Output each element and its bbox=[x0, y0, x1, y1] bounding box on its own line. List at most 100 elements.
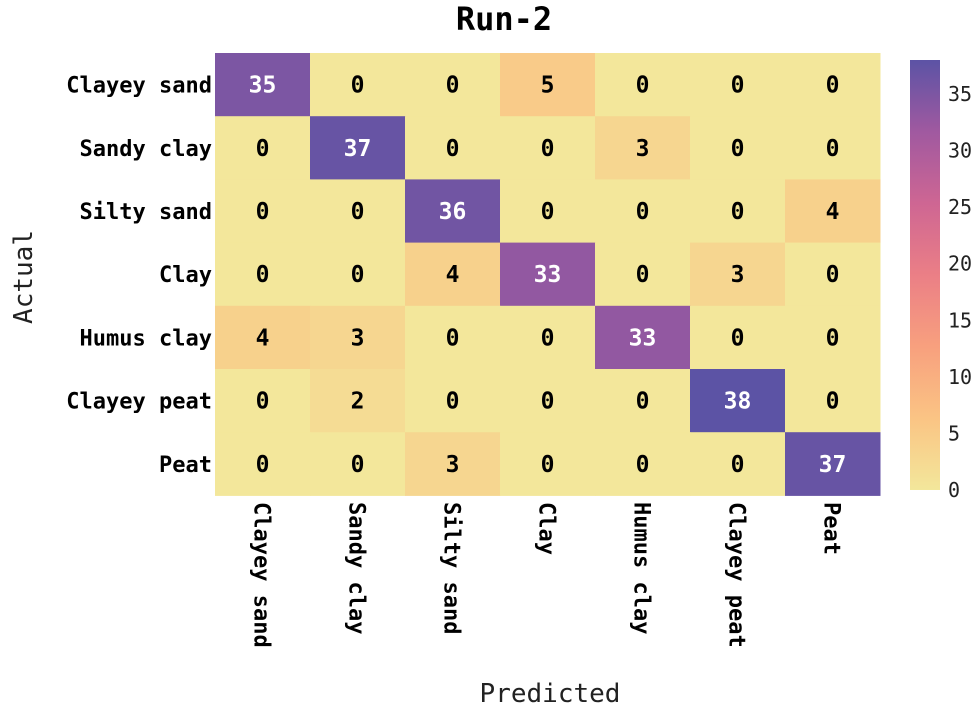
cell-value-label: 0 bbox=[541, 136, 555, 162]
heatmap-cell bbox=[500, 242, 596, 307]
cell-value-label: 37 bbox=[819, 452, 847, 478]
cell-value-label: 0 bbox=[731, 73, 745, 99]
heatmap-cell bbox=[785, 179, 881, 244]
heatmap-cell bbox=[785, 53, 881, 117]
heatmap-cell bbox=[595, 432, 691, 496]
heatmap-cell bbox=[595, 179, 691, 244]
cell-value-label: 3 bbox=[636, 136, 650, 162]
cell-value-label: 35 bbox=[249, 73, 277, 99]
x-tick-labels: Clayey sand Sandy clay Silty sand Clay Humus… bbox=[249, 502, 844, 648]
heatmap-cell bbox=[595, 53, 691, 117]
cell-value-label: 4 bbox=[446, 262, 460, 288]
heatmap-cell bbox=[215, 369, 311, 433]
heatmap-cell bbox=[405, 53, 501, 117]
heatmap-cell bbox=[310, 53, 406, 117]
cell-value-label: 4 bbox=[826, 199, 840, 225]
cell-value-label: 0 bbox=[731, 452, 745, 478]
cell-value-label: 37 bbox=[344, 136, 372, 162]
cell-value-label: 0 bbox=[541, 325, 555, 351]
heatmap-cell bbox=[500, 305, 596, 370]
cell-value-label: 0 bbox=[446, 389, 460, 415]
y-tick-label: Clayey sand bbox=[66, 74, 212, 99]
heatmap-cell bbox=[310, 432, 406, 496]
cell-value-label: 0 bbox=[826, 136, 840, 162]
chart-title: Run-2 bbox=[456, 0, 552, 38]
heatmap-cell bbox=[690, 305, 786, 370]
heatmap-cell bbox=[500, 369, 596, 433]
heatmap-cell bbox=[405, 369, 501, 433]
y-tick-label: Peat bbox=[159, 453, 212, 478]
cell-value-label: 36 bbox=[439, 199, 467, 225]
cell-value-label: 0 bbox=[256, 262, 270, 288]
colorbar-tick-label: 20 bbox=[948, 252, 972, 276]
cell-value-label: 0 bbox=[636, 199, 650, 225]
cell-value-label: 0 bbox=[256, 452, 270, 478]
y-tick-label: Silty sand bbox=[80, 200, 212, 225]
colorbar-tick-label: 35 bbox=[948, 82, 972, 106]
cell-value-label: 0 bbox=[636, 452, 650, 478]
heatmap-cell bbox=[690, 116, 786, 180]
heatmap-cell bbox=[690, 53, 786, 117]
heatmap-cell bbox=[785, 116, 881, 180]
x-tick-label: Clay bbox=[534, 502, 559, 555]
heatmap-cell bbox=[785, 432, 881, 496]
heatmap-cell bbox=[690, 179, 786, 244]
cell-value-label: 5 bbox=[541, 73, 555, 99]
cell-value-label: 0 bbox=[256, 199, 270, 225]
heatmap-cell bbox=[595, 116, 691, 180]
cell-value-label: 4 bbox=[256, 325, 270, 351]
colorbar-tick-label: 25 bbox=[948, 195, 972, 219]
colorbar-tick-label: 10 bbox=[948, 365, 972, 389]
heatmap-cell bbox=[500, 116, 596, 180]
heatmap-cell-labels: 35 0 0 5 0 0 0 0 37 0 0 3 0 0 0 0 36 0 0 0 4 0 0 4 33 0 3 0 4 3 0 0 33 0 0… bbox=[249, 73, 847, 478]
cell-value-label: 0 bbox=[351, 262, 365, 288]
heatmap-cell bbox=[310, 242, 406, 307]
x-tick-label: Silty sand bbox=[439, 502, 464, 634]
x-tick-label: Clayey sand bbox=[249, 502, 274, 648]
y-tick-label: Humus clay bbox=[80, 326, 212, 351]
heatmap-cell bbox=[500, 179, 596, 244]
heatmap-cell bbox=[595, 305, 691, 370]
cell-value-label: 3 bbox=[351, 325, 365, 351]
cell-value-label: 0 bbox=[256, 389, 270, 415]
cell-value-label: 0 bbox=[731, 325, 745, 351]
colorbar-tick-label: 15 bbox=[948, 308, 972, 332]
cell-value-label: 2 bbox=[351, 389, 365, 415]
heatmap-cell bbox=[405, 305, 501, 370]
cell-value-label: 0 bbox=[446, 136, 460, 162]
heatmap-cell bbox=[215, 305, 311, 370]
colorbar bbox=[910, 60, 940, 490]
heatmap-cell bbox=[405, 432, 501, 496]
heatmap-cell bbox=[595, 369, 691, 433]
heatmap-cell bbox=[785, 242, 881, 307]
cell-value-label: 33 bbox=[534, 262, 562, 288]
colorbar-tick-label: 5 bbox=[948, 421, 960, 445]
y-tick-label: Sandy clay bbox=[80, 137, 212, 162]
cell-value-label: 0 bbox=[256, 136, 270, 162]
y-axis-label: Actual bbox=[9, 230, 39, 324]
colorbar-tick-labels: 0 5 10 15 20 25 30 35 bbox=[948, 82, 972, 502]
cell-value-label: 0 bbox=[636, 389, 650, 415]
x-axis-label: Predicted bbox=[480, 679, 621, 709]
cell-value-label: 0 bbox=[541, 199, 555, 225]
cell-value-label: 0 bbox=[351, 452, 365, 478]
heatmap-cell bbox=[785, 369, 881, 433]
heatmap-cell bbox=[785, 305, 881, 370]
heatmap-cell bbox=[690, 242, 786, 307]
cell-value-label: 0 bbox=[826, 262, 840, 288]
cell-value-label: 0 bbox=[351, 73, 365, 99]
heatmap-cell bbox=[595, 242, 691, 307]
heatmap-cell bbox=[405, 179, 501, 244]
cell-value-label: 0 bbox=[731, 199, 745, 225]
x-tick-label: Clayey peat bbox=[724, 502, 749, 648]
cell-value-label: 0 bbox=[446, 325, 460, 351]
colorbar-tick-label: 0 bbox=[948, 478, 960, 502]
heatmap-cell bbox=[215, 432, 311, 496]
cell-value-label: 0 bbox=[541, 389, 555, 415]
cell-value-label: 0 bbox=[351, 199, 365, 225]
cell-value-label: 0 bbox=[541, 452, 555, 478]
heatmap-cell bbox=[215, 53, 311, 117]
heatmap-cell bbox=[500, 53, 596, 117]
cell-value-label: 38 bbox=[724, 389, 752, 415]
